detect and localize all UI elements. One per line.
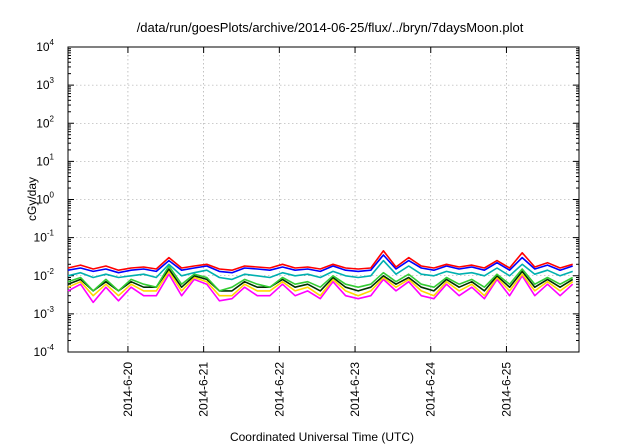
y-axis-label: cGy/day bbox=[25, 177, 39, 221]
x-tick-label: 2014-6-21 bbox=[197, 362, 211, 417]
chart-title: /data/run/goesPlots/archive/2014-06-25/f… bbox=[137, 20, 524, 35]
series-line bbox=[67, 273, 574, 304]
y-tick-label: 100 bbox=[36, 191, 54, 207]
x-axis-label: Coordinated Universal Time (UTC) bbox=[230, 430, 414, 444]
y-tick-label: 101 bbox=[36, 152, 54, 168]
y-tick-label: 104 bbox=[36, 38, 54, 54]
y-tick-label: 103 bbox=[36, 76, 54, 92]
x-ticks: 2014-6-20 2014-6-21 2014-6-22 2014-6-23 2014… bbox=[121, 47, 513, 417]
series-group bbox=[67, 250, 574, 304]
series-line bbox=[67, 270, 574, 297]
series-line bbox=[67, 265, 574, 292]
y-tick-label: 102 bbox=[36, 114, 54, 130]
y-tick-label: 10-2 bbox=[34, 267, 55, 283]
series-line bbox=[67, 268, 574, 292]
x-tick-label: 2014-6-24 bbox=[424, 362, 438, 417]
y-ticks: 10-4 10-3 10-2 10-1 100 101 102 103 104 bbox=[34, 38, 579, 359]
y-tick-label: 10-1 bbox=[34, 229, 55, 245]
x-tick-label: 2014-6-22 bbox=[272, 362, 286, 417]
y-tick-label: 10-4 bbox=[34, 343, 55, 359]
series-line bbox=[67, 254, 573, 274]
y-tick-label: 10-3 bbox=[34, 305, 55, 321]
series-line bbox=[67, 259, 573, 281]
x-tick-label: 2014-6-25 bbox=[499, 362, 513, 417]
grid bbox=[68, 47, 579, 352]
series-line bbox=[67, 250, 573, 272]
x-tick-label: 2014-6-20 bbox=[121, 362, 135, 417]
x-tick-label: 2014-6-23 bbox=[348, 362, 362, 417]
